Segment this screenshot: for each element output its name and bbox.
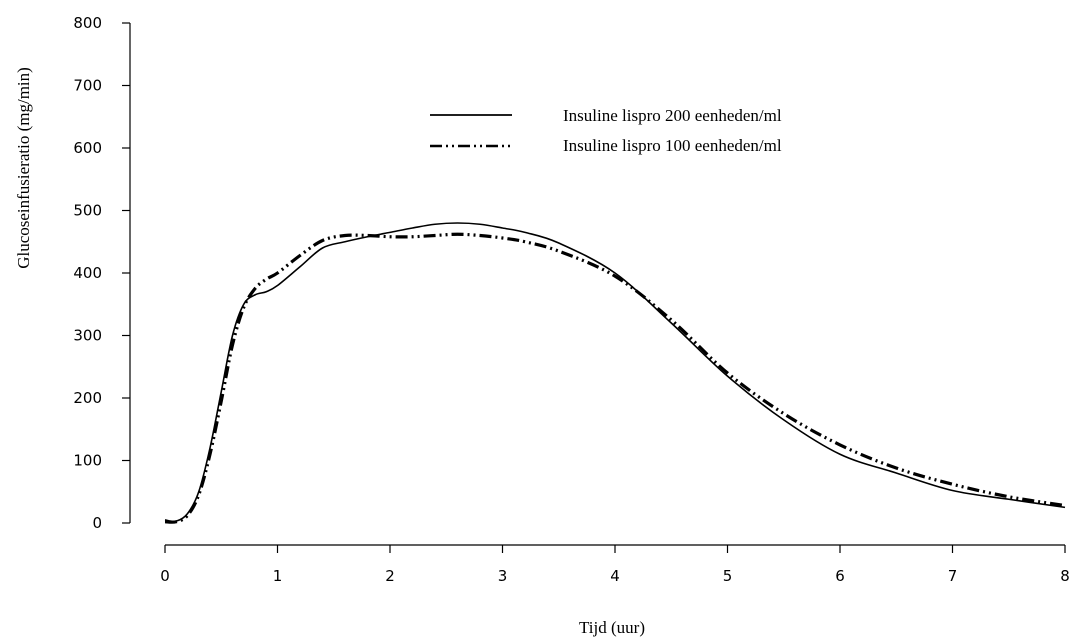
- y-tick-label: 800: [73, 14, 102, 32]
- x-tick-label: 5: [723, 567, 733, 585]
- series-line-2: [164, 232, 1066, 524]
- y-tick-label: 600: [73, 139, 102, 157]
- x-tick-label: 3: [498, 567, 508, 585]
- x-tick-label: 2: [385, 567, 395, 585]
- series-layer: [164, 222, 1066, 524]
- x-axis: 0 1 2 3 4 5 6 7 8: [160, 544, 1070, 585]
- y-tick-label: 0: [92, 514, 102, 532]
- x-tick-label: 1: [273, 567, 283, 585]
- y-axis: 0 100 200 300 400 500 600 700 800: [73, 14, 131, 532]
- x-axis-title: Tijd (uur): [579, 618, 645, 637]
- y-tick-label: 400: [73, 264, 102, 282]
- x-tick-label: 6: [835, 567, 845, 585]
- x-tick-label: 4: [610, 567, 620, 585]
- y-tick-label: 200: [73, 389, 102, 407]
- y-tick-label: 500: [73, 202, 102, 220]
- y-tick-label: 700: [73, 77, 102, 95]
- legend-label-series-1: Insuline lispro 200 eenheden/ml: [563, 106, 782, 125]
- series-line-1: [164, 222, 1066, 523]
- legend-label-series-2: Insuline lispro 100 eenheden/ml: [563, 136, 782, 155]
- x-tick-label: 0: [160, 567, 170, 585]
- x-tick-label: 7: [948, 567, 958, 585]
- legend: Insuline lispro 200 eenheden/ml Insuline…: [430, 106, 782, 155]
- y-tick-label: 100: [73, 452, 102, 470]
- x-tick-label: 8: [1060, 567, 1070, 585]
- y-axis-title: Glucoseinfusieratio (mg/min): [14, 67, 33, 269]
- y-tick-label: 300: [73, 327, 102, 345]
